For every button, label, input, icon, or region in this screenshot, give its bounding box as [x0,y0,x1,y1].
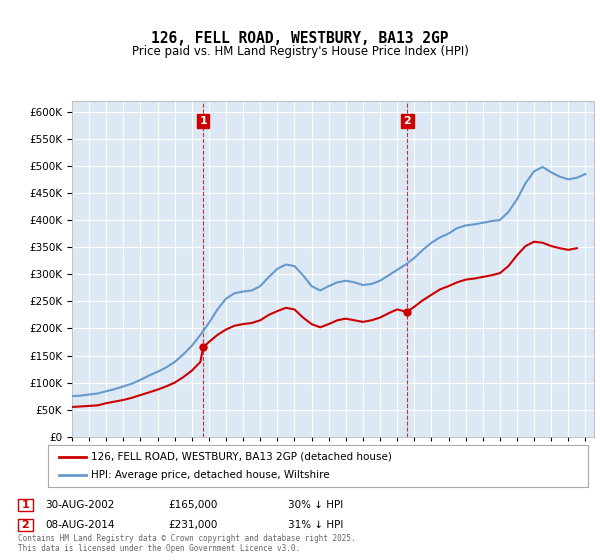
Text: 2: 2 [404,116,412,126]
Text: 126, FELL ROAD, WESTBURY, BA13 2GP: 126, FELL ROAD, WESTBURY, BA13 2GP [151,31,449,46]
Text: 1: 1 [22,500,29,510]
Text: £165,000: £165,000 [168,500,217,510]
Text: Price paid vs. HM Land Registry's House Price Index (HPI): Price paid vs. HM Land Registry's House … [131,45,469,58]
Text: £231,000: £231,000 [168,520,217,530]
Text: 126, FELL ROAD, WESTBURY, BA13 2GP (detached house): 126, FELL ROAD, WESTBURY, BA13 2GP (deta… [91,452,392,462]
Text: HPI: Average price, detached house, Wiltshire: HPI: Average price, detached house, Wilt… [91,470,330,480]
Text: 08-AUG-2014: 08-AUG-2014 [45,520,115,530]
Text: 2: 2 [22,520,29,530]
Text: 1: 1 [199,116,207,126]
Text: Contains HM Land Registry data © Crown copyright and database right 2025.
This d: Contains HM Land Registry data © Crown c… [18,534,356,553]
Text: 30-AUG-2002: 30-AUG-2002 [45,500,115,510]
Text: 31% ↓ HPI: 31% ↓ HPI [288,520,343,530]
Text: 30% ↓ HPI: 30% ↓ HPI [288,500,343,510]
